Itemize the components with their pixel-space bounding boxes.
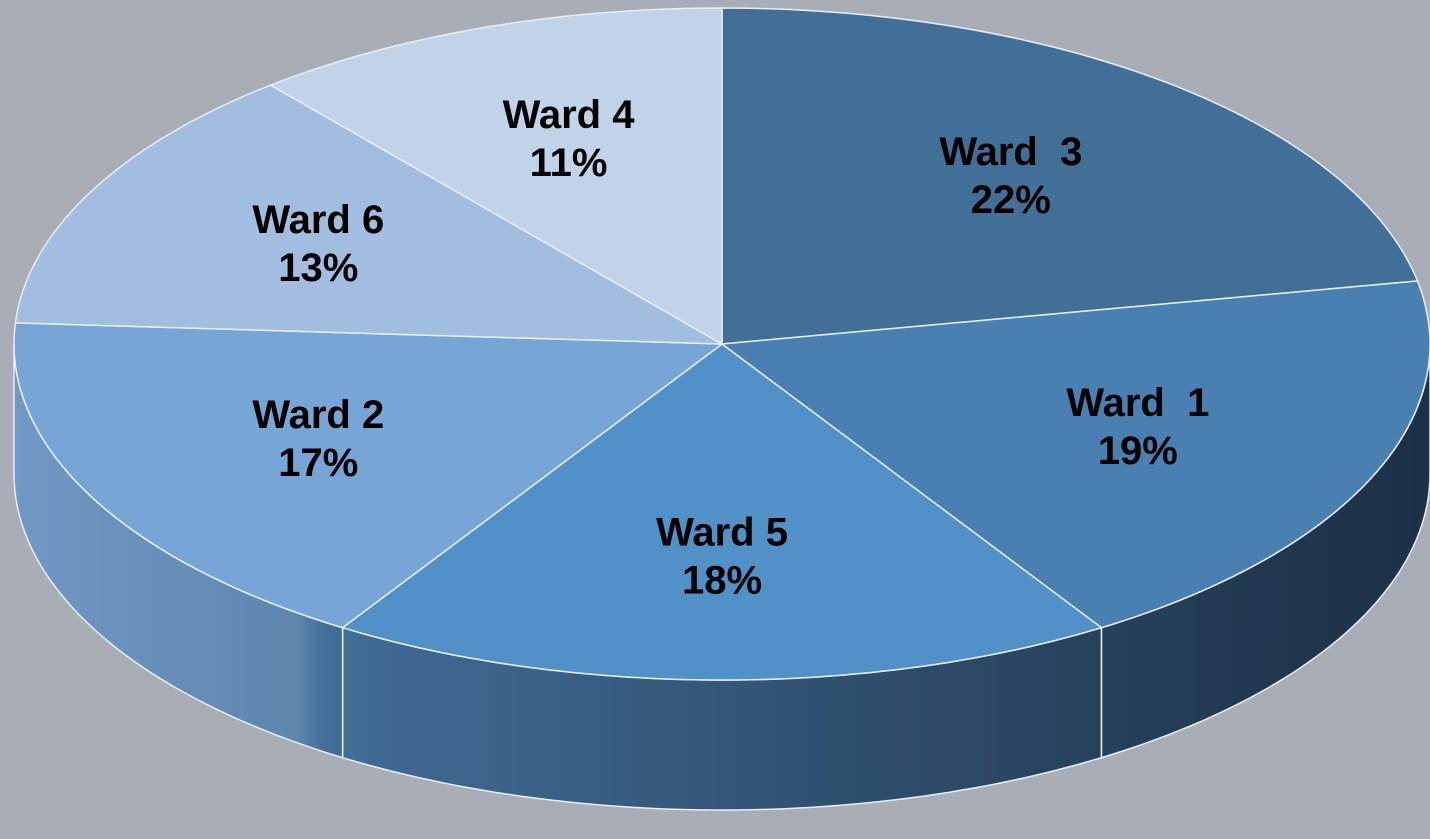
slice (719, 280, 1430, 629)
slice-value-label: 13% (278, 246, 358, 290)
slice-value-label: 22% (971, 178, 1051, 222)
slice-category-label: Ward 6 (252, 198, 384, 242)
slice-value-label: 17% (278, 441, 358, 485)
slice-category-label: Ward 5 (656, 511, 788, 555)
slice-category-label: Ward 2 (252, 393, 384, 437)
slice-category-label: Ward 1 (1066, 381, 1209, 425)
slice (340, 343, 1104, 681)
slice (13, 322, 725, 629)
slice-category-label: Ward 4 (503, 93, 636, 137)
slice-value-label: 11% (530, 141, 608, 185)
slice-value-label: 18% (682, 559, 762, 603)
slice (14, 84, 723, 345)
slice (268, 7, 723, 346)
slice-category-label: Ward 3 (939, 130, 1082, 174)
slice (721, 7, 1419, 345)
slice-value-label: 19% (1098, 429, 1178, 473)
